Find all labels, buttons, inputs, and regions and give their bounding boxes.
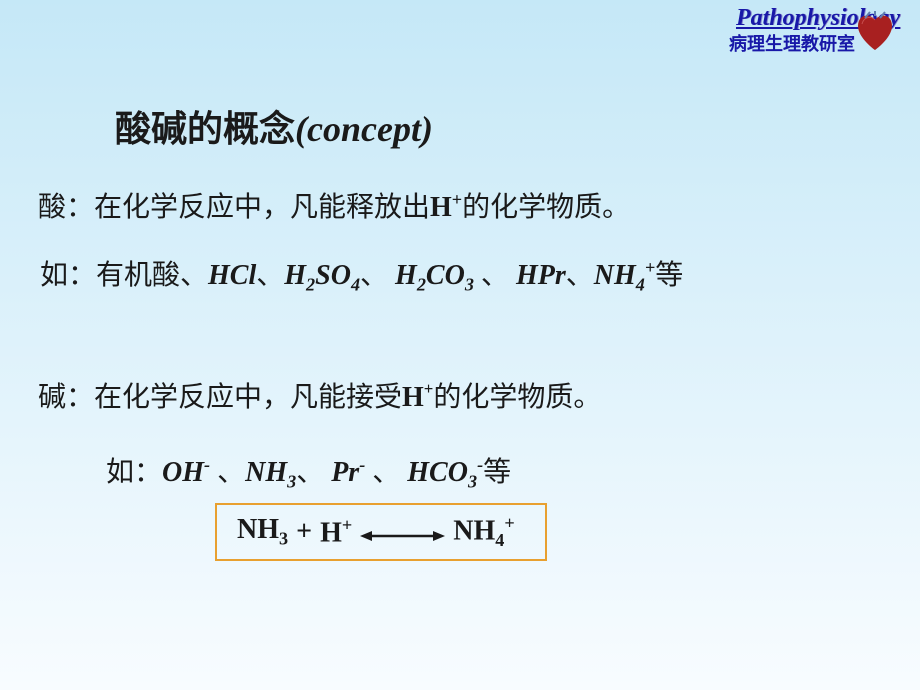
base-examples: 如：OH- 、NH3、 Pr- 、 HCO3-等 <box>106 450 511 493</box>
eq-nh3: NH3 <box>237 514 288 550</box>
heart-icon <box>850 8 900 58</box>
base-definition: 碱：在化学反应中，凡能接受H+的化学物质。 <box>38 375 601 415</box>
acid-examples: 如：有机酸、HCl、H2SO4、 H2CO3 、 HPr、NH4+等 <box>40 253 683 296</box>
equation-box: NH3 + H+ NH4+ <box>215 503 547 561</box>
double-arrow-icon <box>360 522 445 542</box>
acid-definition: 酸：在化学反应中，凡能释放出H+的化学物质。 <box>38 185 630 225</box>
eq-plus: + <box>296 516 312 548</box>
eq-nh4: NH4+ <box>453 513 514 551</box>
title-cn: 酸碱的概念 <box>115 108 295 149</box>
eq-h: H+ <box>320 515 352 549</box>
slide-title: 酸碱的概念(concept) <box>115 100 433 152</box>
title-en: (concept) <box>295 109 433 149</box>
header: Pathophysiology 病理生理教研室 <box>729 5 905 56</box>
header-title-cn: 病理生理教研室 <box>729 30 855 56</box>
